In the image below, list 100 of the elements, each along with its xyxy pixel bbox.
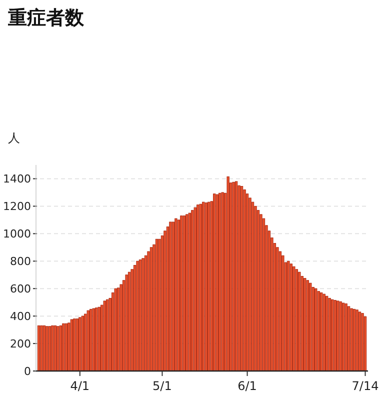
bar bbox=[174, 218, 178, 372]
y-tick-label: 0 bbox=[24, 365, 31, 378]
bar bbox=[339, 301, 342, 372]
bar bbox=[138, 260, 142, 372]
x-tick-label: 4/1 bbox=[70, 379, 90, 393]
bar bbox=[172, 222, 175, 372]
bar bbox=[254, 206, 257, 372]
bar bbox=[48, 326, 52, 372]
bar bbox=[142, 258, 144, 372]
bar bbox=[169, 222, 172, 372]
bar bbox=[256, 210, 260, 372]
bar bbox=[342, 302, 345, 372]
bar bbox=[81, 316, 84, 372]
bar bbox=[304, 278, 306, 372]
bar bbox=[208, 202, 210, 372]
bar bbox=[243, 189, 246, 372]
bar bbox=[116, 288, 120, 372]
y-tick-label: 800 bbox=[10, 255, 31, 268]
bar bbox=[262, 218, 266, 372]
bar bbox=[106, 299, 109, 372]
bar bbox=[248, 198, 252, 372]
bar bbox=[326, 296, 328, 372]
bar bbox=[336, 300, 340, 372]
bar bbox=[287, 260, 290, 372]
bar bbox=[150, 247, 153, 372]
bar bbox=[95, 308, 98, 372]
bar bbox=[86, 310, 90, 372]
bar bbox=[295, 269, 298, 372]
bar bbox=[112, 292, 114, 372]
bar bbox=[202, 202, 205, 372]
bar bbox=[64, 323, 68, 372]
bar bbox=[186, 214, 188, 372]
bar bbox=[306, 280, 309, 372]
y-tick-label: 1200 bbox=[3, 200, 31, 214]
y-tick-label: 200 bbox=[10, 338, 31, 351]
bar bbox=[334, 300, 336, 372]
y-axis-title: 人 bbox=[8, 131, 20, 145]
bar bbox=[361, 313, 364, 372]
bar bbox=[232, 182, 235, 372]
bar bbox=[164, 230, 166, 372]
bar bbox=[40, 325, 43, 372]
bar bbox=[155, 238, 158, 372]
bar bbox=[226, 176, 230, 372]
chart-title: 重症者数 bbox=[7, 7, 85, 29]
bar bbox=[260, 214, 262, 372]
bar bbox=[103, 300, 106, 372]
bar bbox=[98, 306, 100, 372]
bar bbox=[246, 194, 249, 372]
bar bbox=[180, 216, 183, 372]
bar bbox=[309, 282, 312, 372]
bar bbox=[322, 294, 326, 372]
bar bbox=[120, 284, 122, 372]
bar bbox=[100, 304, 104, 372]
bar bbox=[347, 306, 350, 372]
bar bbox=[42, 325, 46, 372]
bar bbox=[128, 272, 131, 372]
bar bbox=[70, 319, 73, 372]
bar bbox=[312, 286, 314, 372]
x-tick-label: 7/14 bbox=[352, 379, 379, 393]
bar bbox=[234, 181, 238, 372]
bar bbox=[46, 326, 48, 372]
bar bbox=[199, 204, 202, 372]
bar bbox=[147, 251, 150, 372]
bar bbox=[196, 204, 200, 372]
bar bbox=[300, 276, 304, 372]
bar bbox=[51, 325, 54, 372]
bar bbox=[320, 292, 323, 372]
bar bbox=[68, 322, 70, 372]
bar bbox=[238, 185, 240, 372]
bar bbox=[352, 308, 356, 372]
bar bbox=[240, 186, 244, 372]
bar bbox=[328, 298, 331, 372]
bar bbox=[331, 299, 334, 372]
bar bbox=[191, 210, 194, 372]
bar bbox=[278, 251, 282, 372]
bar bbox=[290, 264, 292, 372]
y-tick-label: 400 bbox=[10, 310, 31, 324]
x-tick-label: 6/1 bbox=[238, 379, 257, 393]
bar bbox=[62, 323, 65, 372]
bar bbox=[158, 238, 161, 372]
bar bbox=[188, 212, 191, 372]
bar bbox=[125, 274, 128, 372]
y-tick-label: 1000 bbox=[3, 228, 31, 241]
y-tick-label: 1400 bbox=[3, 172, 31, 186]
bar bbox=[177, 220, 180, 372]
bar bbox=[144, 255, 148, 372]
bar bbox=[130, 269, 134, 372]
bar bbox=[344, 303, 348, 372]
y-tick-label: 600 bbox=[10, 282, 31, 296]
bar bbox=[356, 310, 358, 372]
bar bbox=[54, 325, 57, 372]
bar bbox=[317, 291, 320, 372]
bar bbox=[73, 318, 76, 372]
bar bbox=[182, 216, 186, 372]
bar bbox=[221, 192, 224, 372]
bar bbox=[133, 265, 136, 372]
x-tick-label: 5/1 bbox=[152, 379, 172, 393]
bar bbox=[136, 260, 139, 372]
bar bbox=[218, 192, 222, 372]
bar bbox=[37, 325, 40, 372]
